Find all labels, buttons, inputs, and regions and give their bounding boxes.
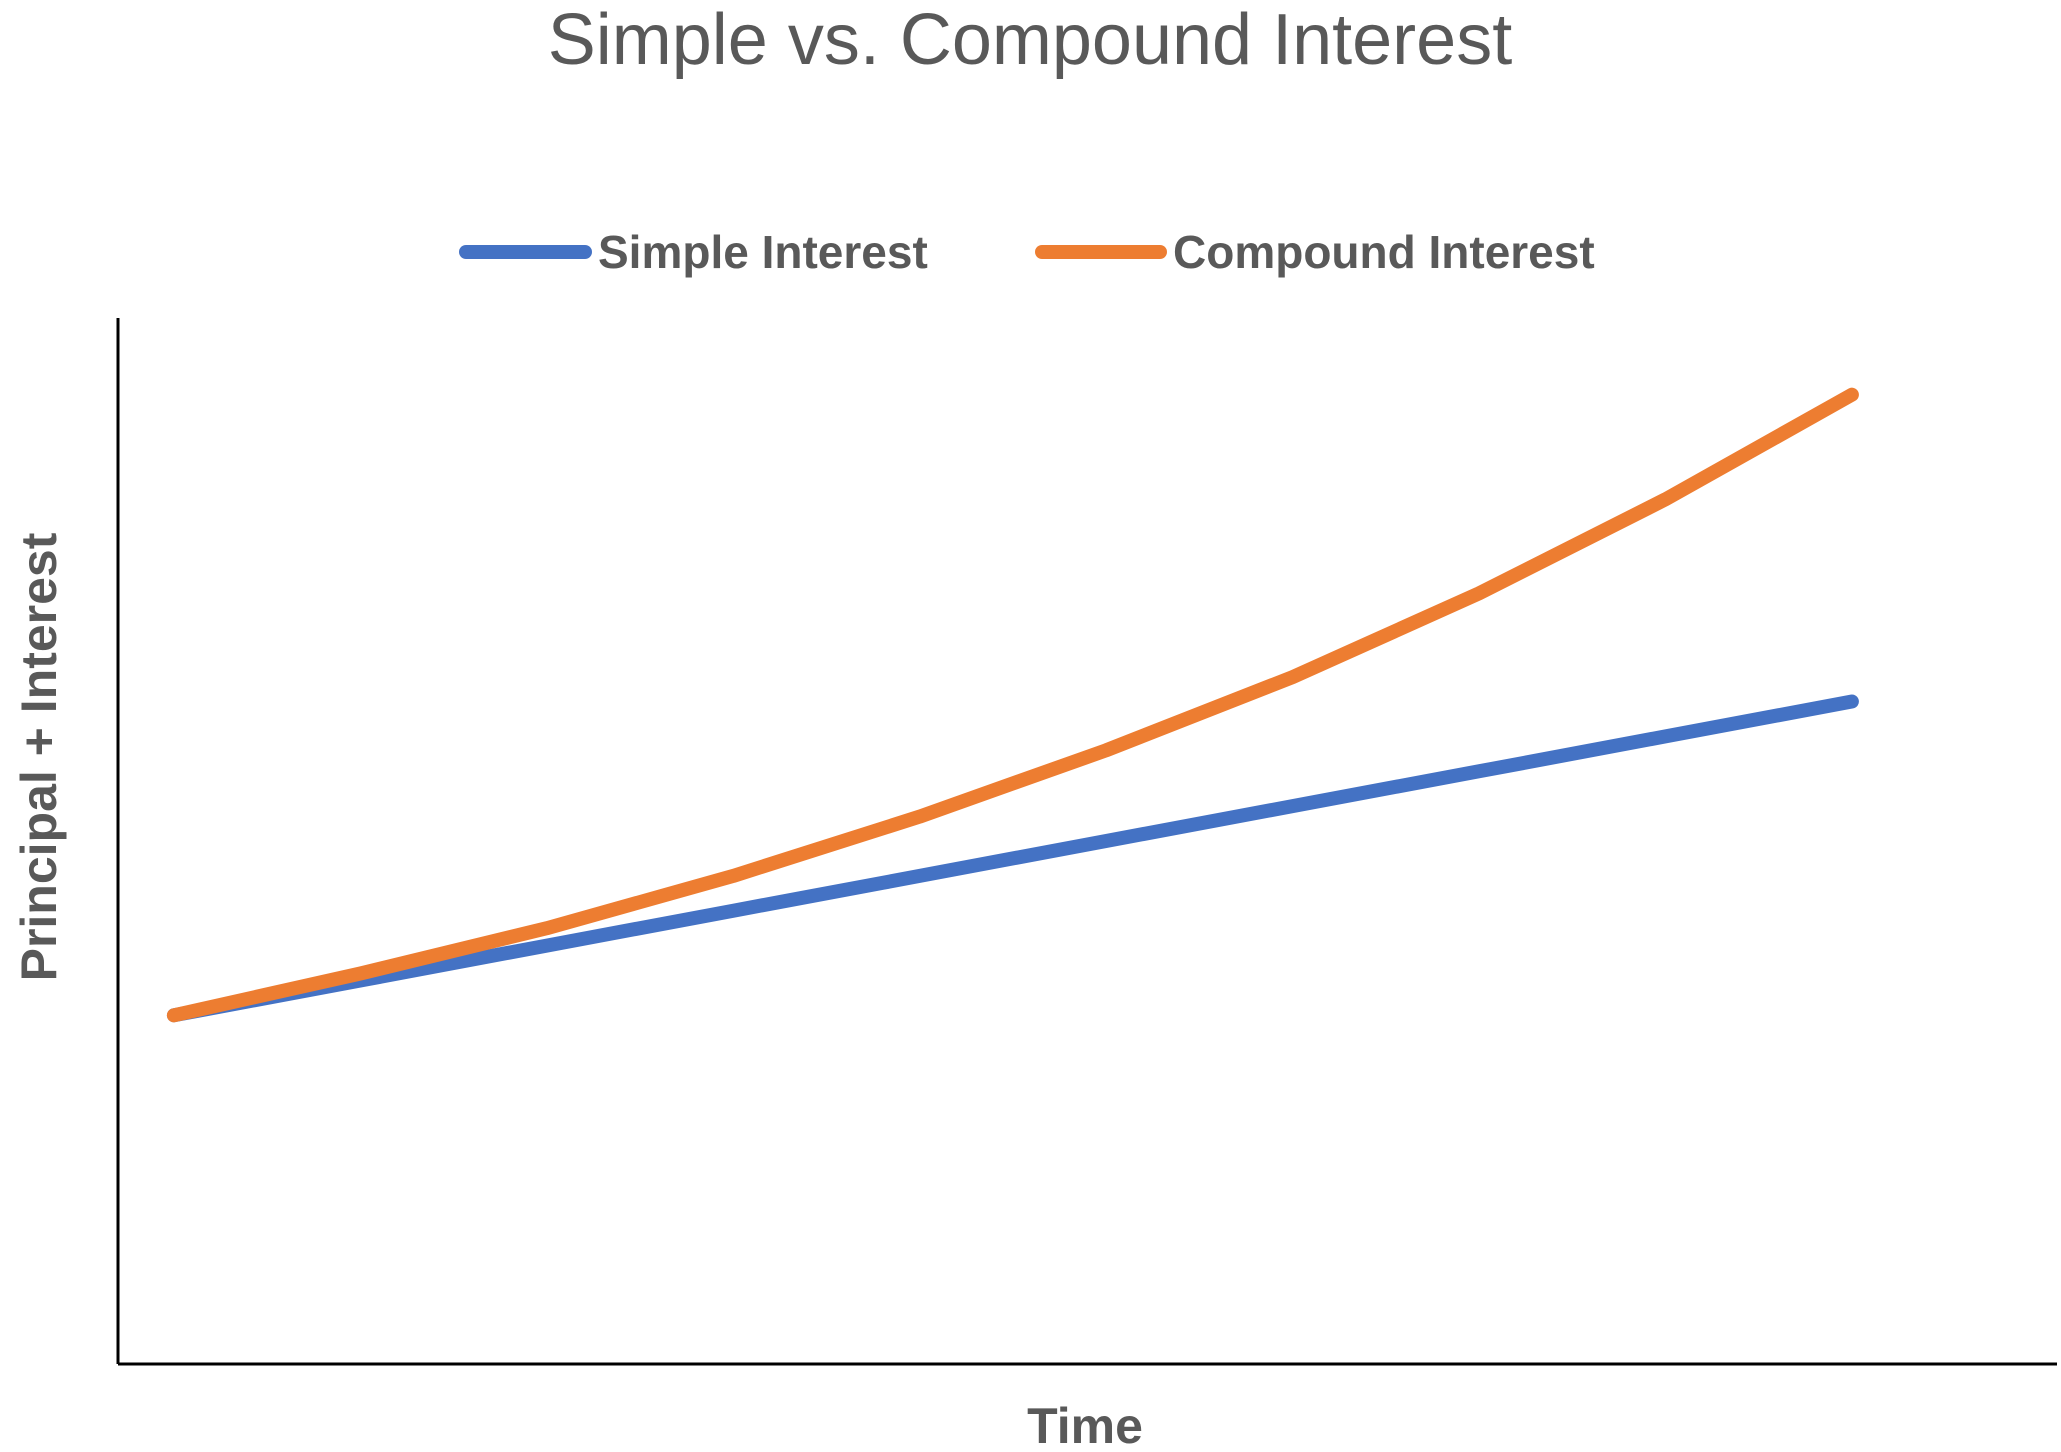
series-line-compound-interest	[166, 387, 1859, 1023]
series-line-simple-interest	[166, 694, 1859, 1023]
chart-title: Simple vs. Compound Interest	[548, 0, 1512, 80]
legend-label-compound-interest: Compound Interest	[1173, 226, 1595, 278]
y-axis-label: Principal + Interest	[11, 532, 67, 981]
x-axis-label: Time	[1027, 1398, 1143, 1452]
legend-label-simple-interest: Simple Interest	[598, 226, 928, 278]
series-layer	[166, 387, 1859, 1023]
legend: Simple Interest Compound Interest	[459, 226, 1595, 278]
